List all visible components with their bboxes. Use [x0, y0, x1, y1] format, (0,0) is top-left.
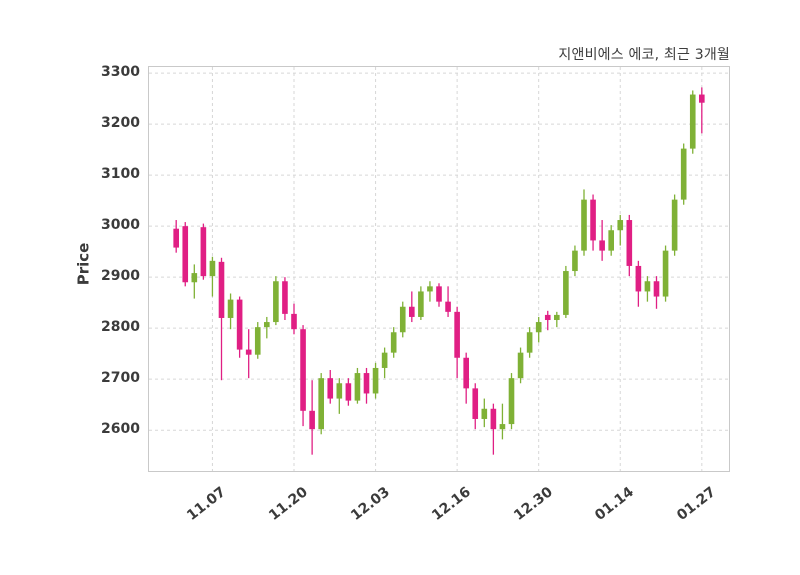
candle-body-11.21 [300, 329, 306, 411]
candle-body-11.04 [182, 226, 189, 283]
x-tick-label: 12.03 [347, 484, 393, 524]
x-tick-label: 01.14 [592, 484, 638, 524]
candle-body-01.24 [689, 94, 696, 149]
candle-body-01.21 [662, 250, 669, 297]
candle-body-12.13 [445, 301, 451, 312]
candle-body-12.04 [381, 352, 388, 368]
candle-body-01.02 [544, 314, 551, 321]
candle-body-11.01 [173, 228, 179, 248]
candle-body-01.07 [572, 250, 578, 272]
candle-body-12.11 [427, 286, 433, 292]
candle-body-01.16 [635, 265, 642, 292]
candle-body-01.20 [653, 281, 660, 297]
candle-body-01.03 [554, 314, 560, 321]
candle-body-01.13 [608, 230, 614, 251]
candle-body-11.19 [282, 281, 288, 314]
candle-body-12.17 [463, 357, 469, 389]
y-tick-label: 3300 [101, 64, 140, 81]
candle-body-01.22 [671, 199, 678, 251]
plot-area [148, 66, 730, 472]
candle-body-11.12 [236, 299, 243, 350]
candle-body-12.27 [526, 332, 533, 353]
candle-body-11.08 [218, 261, 225, 318]
candle-body-12.26 [517, 352, 524, 379]
y-tick-label: 2700 [101, 370, 140, 387]
candle-body-01.08 [581, 199, 587, 251]
x-tick-label: 11.20 [266, 484, 311, 524]
candle-body-01.10 [599, 240, 605, 251]
candle-body-11.06 [200, 227, 207, 277]
y-tick-label: 3100 [101, 166, 140, 183]
candle-body-12.30 [535, 322, 542, 333]
candle-body-12.05 [390, 332, 397, 353]
candle-body-12.06 [399, 306, 406, 333]
y-tick-label: 3000 [101, 217, 140, 234]
candlestick-plot [149, 67, 729, 471]
candle-body-01.06 [563, 271, 569, 315]
candle-body-12.09 [409, 306, 415, 317]
candle-body-11.29 [354, 373, 361, 401]
candle-body-11.07 [209, 260, 216, 277]
candle-body-01.09 [590, 199, 596, 241]
candle-body-01.17 [644, 281, 651, 292]
candle-body-12.12 [436, 286, 442, 302]
y-tick-label: 2800 [101, 319, 140, 336]
candle-body-11.28 [345, 383, 352, 401]
candle-body-12.20 [490, 408, 497, 430]
candle-body-11.13 [245, 349, 252, 355]
candle-body-12.10 [418, 291, 424, 317]
candle-body-11.27 [336, 383, 343, 399]
candle-body-12.24 [508, 378, 515, 425]
candle-body-12.03 [372, 367, 379, 394]
candle-body-11.14 [254, 327, 261, 355]
candle-body-01.23 [680, 148, 687, 200]
y-tick-label: 2900 [101, 268, 140, 285]
candle-body-11.22 [309, 410, 315, 430]
candle-body-11.26 [327, 378, 334, 399]
x-tick-label: 01.27 [673, 484, 719, 524]
candle-body-12.16 [454, 311, 460, 358]
y-tick-label: 2600 [101, 421, 140, 438]
y-tick-label: 3200 [101, 115, 140, 132]
candle-body-11.25 [318, 378, 324, 430]
candle-body-01.15 [626, 220, 633, 266]
x-tick-label: 11.07 [184, 484, 230, 524]
candle-body-11.20 [291, 313, 297, 330]
x-tick-label: 12.16 [429, 484, 474, 524]
candle-body-12.02 [363, 373, 370, 394]
candle-body-01.27 [699, 94, 705, 103]
candle-body-12.23 [499, 424, 506, 430]
x-tick-label: 12.30 [510, 484, 556, 524]
candle-body-11.15 [264, 322, 270, 328]
candle-body-12.18 [472, 388, 479, 419]
candle-body-01.14 [617, 220, 624, 231]
candle-body-11.05 [191, 273, 198, 283]
candle-body-11.11 [227, 299, 234, 318]
chart-title: 지앤비에스 에코, 최근 3개월 [558, 47, 730, 63]
candle-body-12.19 [481, 408, 488, 419]
candle-body-11.18 [273, 281, 279, 323]
